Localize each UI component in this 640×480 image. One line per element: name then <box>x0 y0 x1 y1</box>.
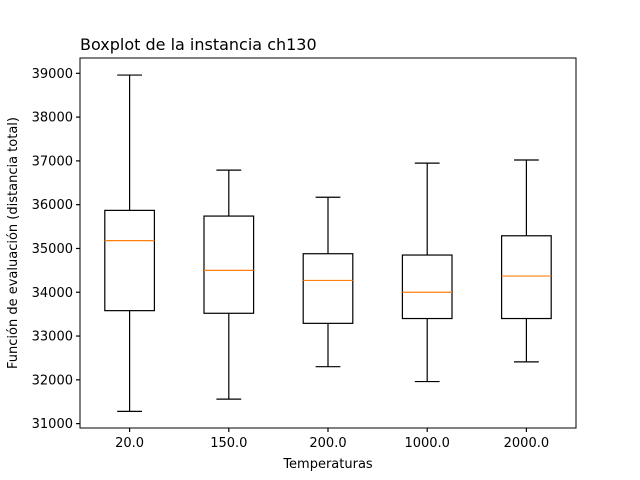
x-tick-label: 1000.0 <box>404 436 450 451</box>
box-iqr <box>401 254 453 320</box>
plot-frame <box>79 57 577 429</box>
chart-title: Boxplot de la instancia ch130 <box>80 35 317 54</box>
x-tick-label: 150.0 <box>210 436 247 451</box>
y-tick-label: 38000 <box>32 111 73 126</box>
y-tick-label: 39000 <box>32 67 73 82</box>
x-tick-label: 200.0 <box>309 436 346 451</box>
y-tick-label: 37000 <box>32 154 73 169</box>
y-tick-label: 33000 <box>32 330 73 345</box>
y-tick-label: 36000 <box>32 198 73 213</box>
y-axis-label: Función de evaluación (distancia total) <box>6 117 21 369</box>
x-tick-label: 20.0 <box>115 436 144 451</box>
y-tick-label: 34000 <box>32 286 73 301</box>
box-iqr <box>501 235 552 320</box>
y-tick-label: 32000 <box>32 373 73 388</box>
box-iqr <box>302 253 354 324</box>
y-tick-label: 35000 <box>32 242 73 257</box>
x-axis-label: Temperaturas <box>282 457 373 472</box>
box-iqr <box>203 215 255 314</box>
x-tick-label: 2000.0 <box>504 436 550 451</box>
box-iqr <box>104 209 156 312</box>
plot-area: 31000 32000 33000 34000 35000 36000 37000 38000… <box>32 67 552 451</box>
y-tick-label: 31000 <box>32 417 73 432</box>
